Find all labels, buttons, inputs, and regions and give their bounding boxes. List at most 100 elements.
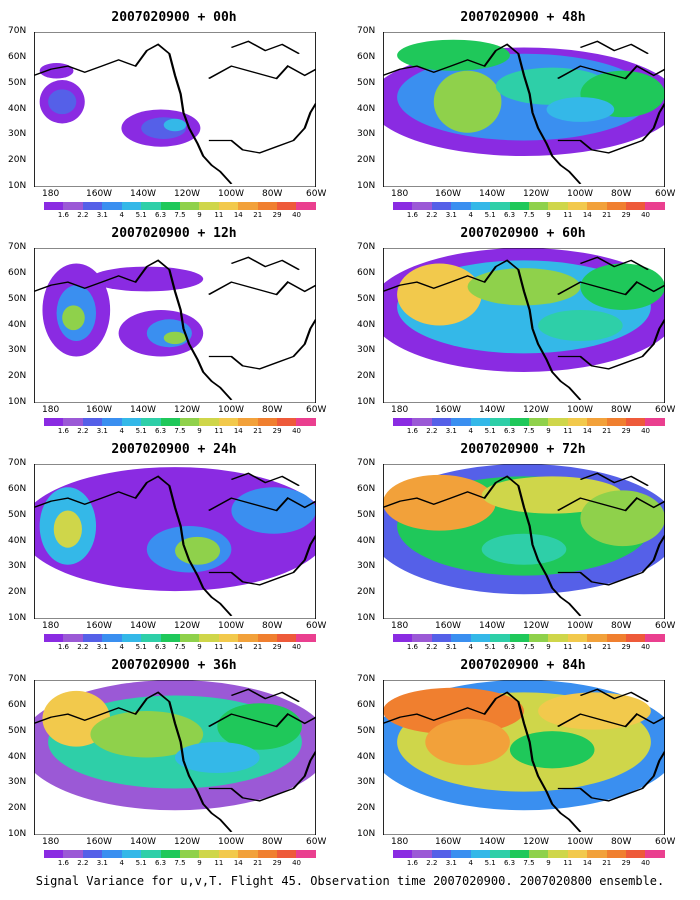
color-scale-bar (393, 202, 665, 210)
color-swatch (277, 202, 297, 210)
scale-label: 4 (468, 211, 473, 219)
latitude-label: 60N (357, 699, 376, 710)
panel-title: 2007020900 + 72h (460, 442, 586, 457)
color-swatch (451, 418, 471, 426)
scale-label: 6.3 (503, 859, 516, 867)
latitude-label: 40N (357, 535, 376, 546)
forecast-map (34, 464, 316, 619)
color-swatch (393, 418, 413, 426)
latitude-label: 70N (8, 674, 27, 684)
scale-label: 11 (214, 643, 224, 651)
latitude-label: 30N (8, 777, 27, 788)
color-swatch (587, 634, 607, 642)
scale-label: 1.6 (406, 643, 418, 651)
longitude-label: 140W (479, 405, 506, 415)
scale-label: 6.3 (154, 427, 167, 435)
longitude-label: 120W (174, 189, 201, 199)
scale-label: 40 (641, 211, 651, 219)
color-swatch (412, 634, 432, 642)
color-scale-labels: 1.6 2.2 3.1 4 5.1 6.3 7.5 9 11 14 21 29 40 (393, 859, 665, 869)
color-swatch (509, 850, 529, 858)
scale-label: 1.6 (406, 427, 418, 435)
color-swatch (160, 418, 180, 426)
scale-label: 11 (214, 859, 224, 867)
longitude-label: 60W (655, 405, 676, 415)
color-swatch (160, 202, 180, 210)
latitude-label: 60N (8, 51, 27, 62)
coastline (383, 472, 665, 617)
variance-contour (163, 331, 187, 345)
color-scale-bar (44, 850, 316, 858)
latitude-label: 50N (357, 293, 376, 304)
longitude-label: 60W (655, 837, 676, 847)
color-swatch (238, 634, 258, 642)
scale-label: 5.1 (484, 643, 496, 651)
scale-label: 5.1 (484, 859, 496, 867)
color-swatch (296, 850, 316, 858)
latitude-label: 10N (357, 613, 376, 623)
scale-label: 29 (272, 643, 282, 651)
scale-label: 4 (119, 211, 124, 219)
latitude-label: 50N (357, 725, 376, 736)
variance-contour (90, 266, 204, 292)
scale-label: 21 (253, 211, 263, 219)
latitude-label: 50N (357, 509, 376, 520)
longitude-label: 180 (42, 189, 60, 199)
scale-label: 40 (292, 859, 302, 867)
longitude-label: 180 (391, 837, 409, 847)
longitude-label: 160W (86, 189, 113, 199)
color-swatch (587, 850, 607, 858)
scale-label: 21 (253, 859, 263, 867)
scale-label: 2.2 (77, 643, 89, 651)
color-swatch (121, 634, 142, 642)
panel-title: 2007020900 + 36h (111, 658, 237, 673)
color-scale-labels: 1.6 2.2 3.1 4 5.1 6.3 7.5 9 11 14 21 29 40 (44, 211, 316, 221)
scale-label: 40 (641, 427, 651, 435)
scale-label: 11 (563, 643, 573, 651)
scale-label: 14 (233, 211, 243, 219)
color-scale-labels: 1.6 2.2 3.1 4 5.1 6.3 7.5 9 11 14 21 29 40 (44, 859, 316, 869)
color-swatch (121, 850, 142, 858)
color-swatch (179, 202, 200, 210)
forecast-map (383, 248, 665, 403)
color-swatch (431, 634, 452, 642)
scale-label: 21 (602, 427, 612, 435)
scale-label: 7.5 (174, 427, 186, 435)
scale-label: 29 (272, 211, 282, 219)
color-swatch (63, 418, 83, 426)
color-swatch (199, 850, 219, 858)
color-swatch (451, 850, 471, 858)
scale-label: 2.2 (77, 211, 89, 219)
color-scale-labels: 1.6 2.2 3.1 4 5.1 6.3 7.5 9 11 14 21 29 40 (393, 427, 665, 437)
color-swatch (296, 418, 316, 426)
scale-label: 4 (468, 643, 473, 651)
variance-contour (397, 39, 510, 71)
color-swatch (412, 850, 432, 858)
color-swatch (567, 850, 588, 858)
coastline (34, 688, 316, 833)
variance-contour (175, 536, 221, 565)
longitude-label: 160W (435, 189, 462, 199)
color-swatch (528, 634, 549, 642)
color-swatch (451, 202, 471, 210)
variance-contour (580, 263, 665, 310)
forecast-map (34, 32, 316, 187)
scale-label: 7.5 (523, 859, 535, 867)
color-swatch (179, 634, 200, 642)
scale-label: 11 (563, 859, 573, 867)
latitude-label: 20N (8, 587, 27, 598)
scale-label: 1.6 (57, 211, 69, 219)
variance-contour (467, 268, 581, 306)
color-swatch (509, 202, 529, 210)
scale-label: 40 (641, 643, 651, 651)
latitude-label: 30N (8, 129, 27, 140)
latitude-label: 50N (8, 293, 27, 304)
color-swatch (277, 418, 297, 426)
longitude-label: 80W (611, 837, 632, 847)
color-swatch (470, 418, 491, 426)
scale-label: 14 (233, 859, 243, 867)
coastline (34, 472, 316, 617)
latitude-label: 10N (357, 181, 376, 191)
variance-contour (163, 118, 187, 132)
scale-label: 2.2 (426, 211, 438, 219)
